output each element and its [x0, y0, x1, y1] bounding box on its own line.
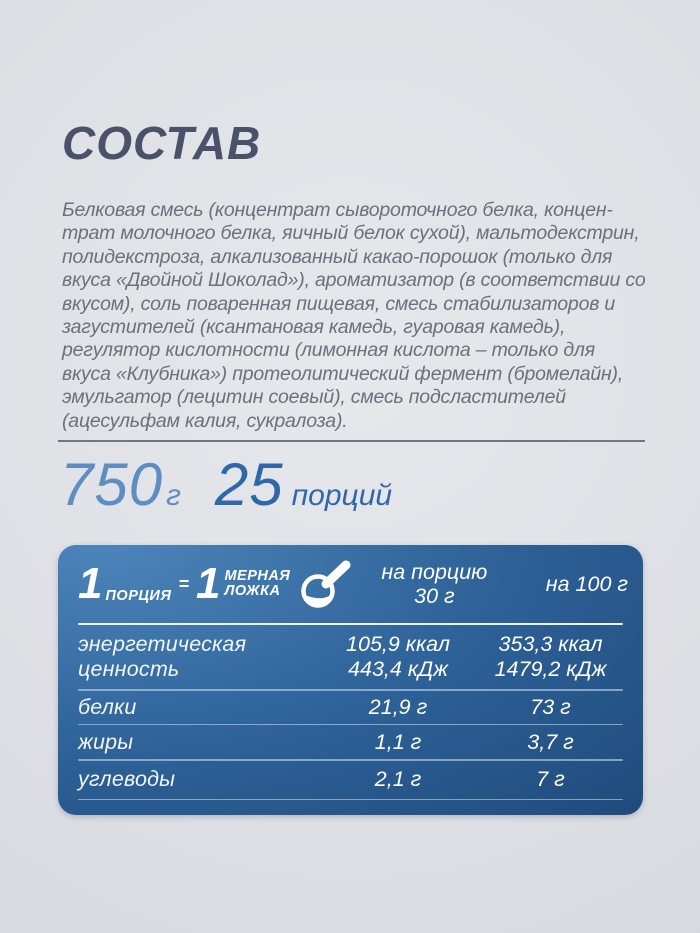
row-value-per-100g: 73 г	[530, 694, 571, 719]
energy-kcal-serving: 105,9 ккал	[346, 632, 450, 656]
scoop-label-line2: ЛОЖКА	[224, 583, 281, 599]
ingredients-paragraph: Белковая смесь (концентрат сывороточного…	[62, 199, 646, 432]
page-title: СОСТАВ	[62, 117, 262, 169]
row-label: жиры	[78, 729, 134, 754]
pack-info: 750 г 25 порций	[60, 450, 644, 519]
per-serving-line2: 30 г	[414, 584, 455, 608]
row-value-per-serving: 21,9 г	[368, 694, 428, 719]
scoop-label-line1: МЕРНАЯ	[224, 568, 291, 584]
row-separator	[78, 798, 623, 800]
pack-weight-value: 750	[60, 451, 164, 518]
row-label: энергетическая ценность	[78, 632, 247, 681]
table-row-carbs: углеводы 2,1 г 7 г	[78, 761, 623, 799]
pack-servings-unit: порций	[291, 479, 393, 512]
nutrition-table-header: 1 ПОРЦИЯ = 1 МЕРНАЯ ЛОЖКА на порцию 30 г…	[78, 545, 628, 623]
row-value-per-serving: 105,9 ккал 443,4 кДж	[318, 632, 478, 682]
column-header-per-serving: на порцию 30 г	[354, 560, 514, 608]
row-separator	[78, 759, 623, 761]
section-divider	[58, 440, 645, 442]
table-row-energy: энергетическая ценность 105,9 ккал 443,4…	[78, 625, 623, 689]
column-header-per-100g: на 100 г	[545, 572, 628, 596]
energy-kj-serving: 443,4 кДж	[348, 657, 448, 681]
scoop-icon	[301, 560, 351, 608]
row-label: белки	[78, 694, 137, 719]
nutrition-table: 1 ПОРЦИЯ = 1 МЕРНАЯ ЛОЖКА на порцию 30 г…	[58, 545, 643, 815]
table-bottom-spacer	[78, 800, 623, 815]
row-label: углеводы	[78, 767, 176, 791]
energy-kj-100g: 1479,2 кДж	[494, 657, 607, 681]
serving-qty: 1	[78, 559, 103, 608]
scoop-label: МЕРНАЯ ЛОЖКА	[224, 569, 290, 599]
table-row-protein: белки 21,9 г 73 г	[78, 691, 623, 724]
row-value-per-100g: 353,3 ккал 1479,2 кДж	[478, 632, 623, 682]
pack-servings-value: 25	[214, 451, 284, 518]
row-value-per-serving: 1,1 г	[374, 729, 422, 754]
row-value-per-100g: 3,7 г	[527, 729, 574, 754]
row-separator	[78, 723, 623, 725]
serving-label: ПОРЦИЯ	[105, 588, 172, 604]
energy-kcal-100g: 353,3 ккал	[498, 632, 603, 656]
per-serving-line1: на порцию	[381, 560, 488, 584]
equals-sign: =	[178, 573, 189, 594]
pack-weight-unit: г	[166, 479, 181, 512]
serving-note: 1 ПОРЦИЯ = 1 МЕРНАЯ ЛОЖКА	[78, 559, 354, 609]
row-separator	[78, 689, 623, 691]
table-row-fat: жиры 1,1 г 3,7 г	[78, 725, 623, 759]
scoop-qty: 1	[195, 559, 221, 608]
row-value-per-serving: 2,1 г	[374, 767, 422, 791]
row-value-per-100g: 7 г	[536, 767, 565, 791]
header-separator	[78, 623, 623, 625]
